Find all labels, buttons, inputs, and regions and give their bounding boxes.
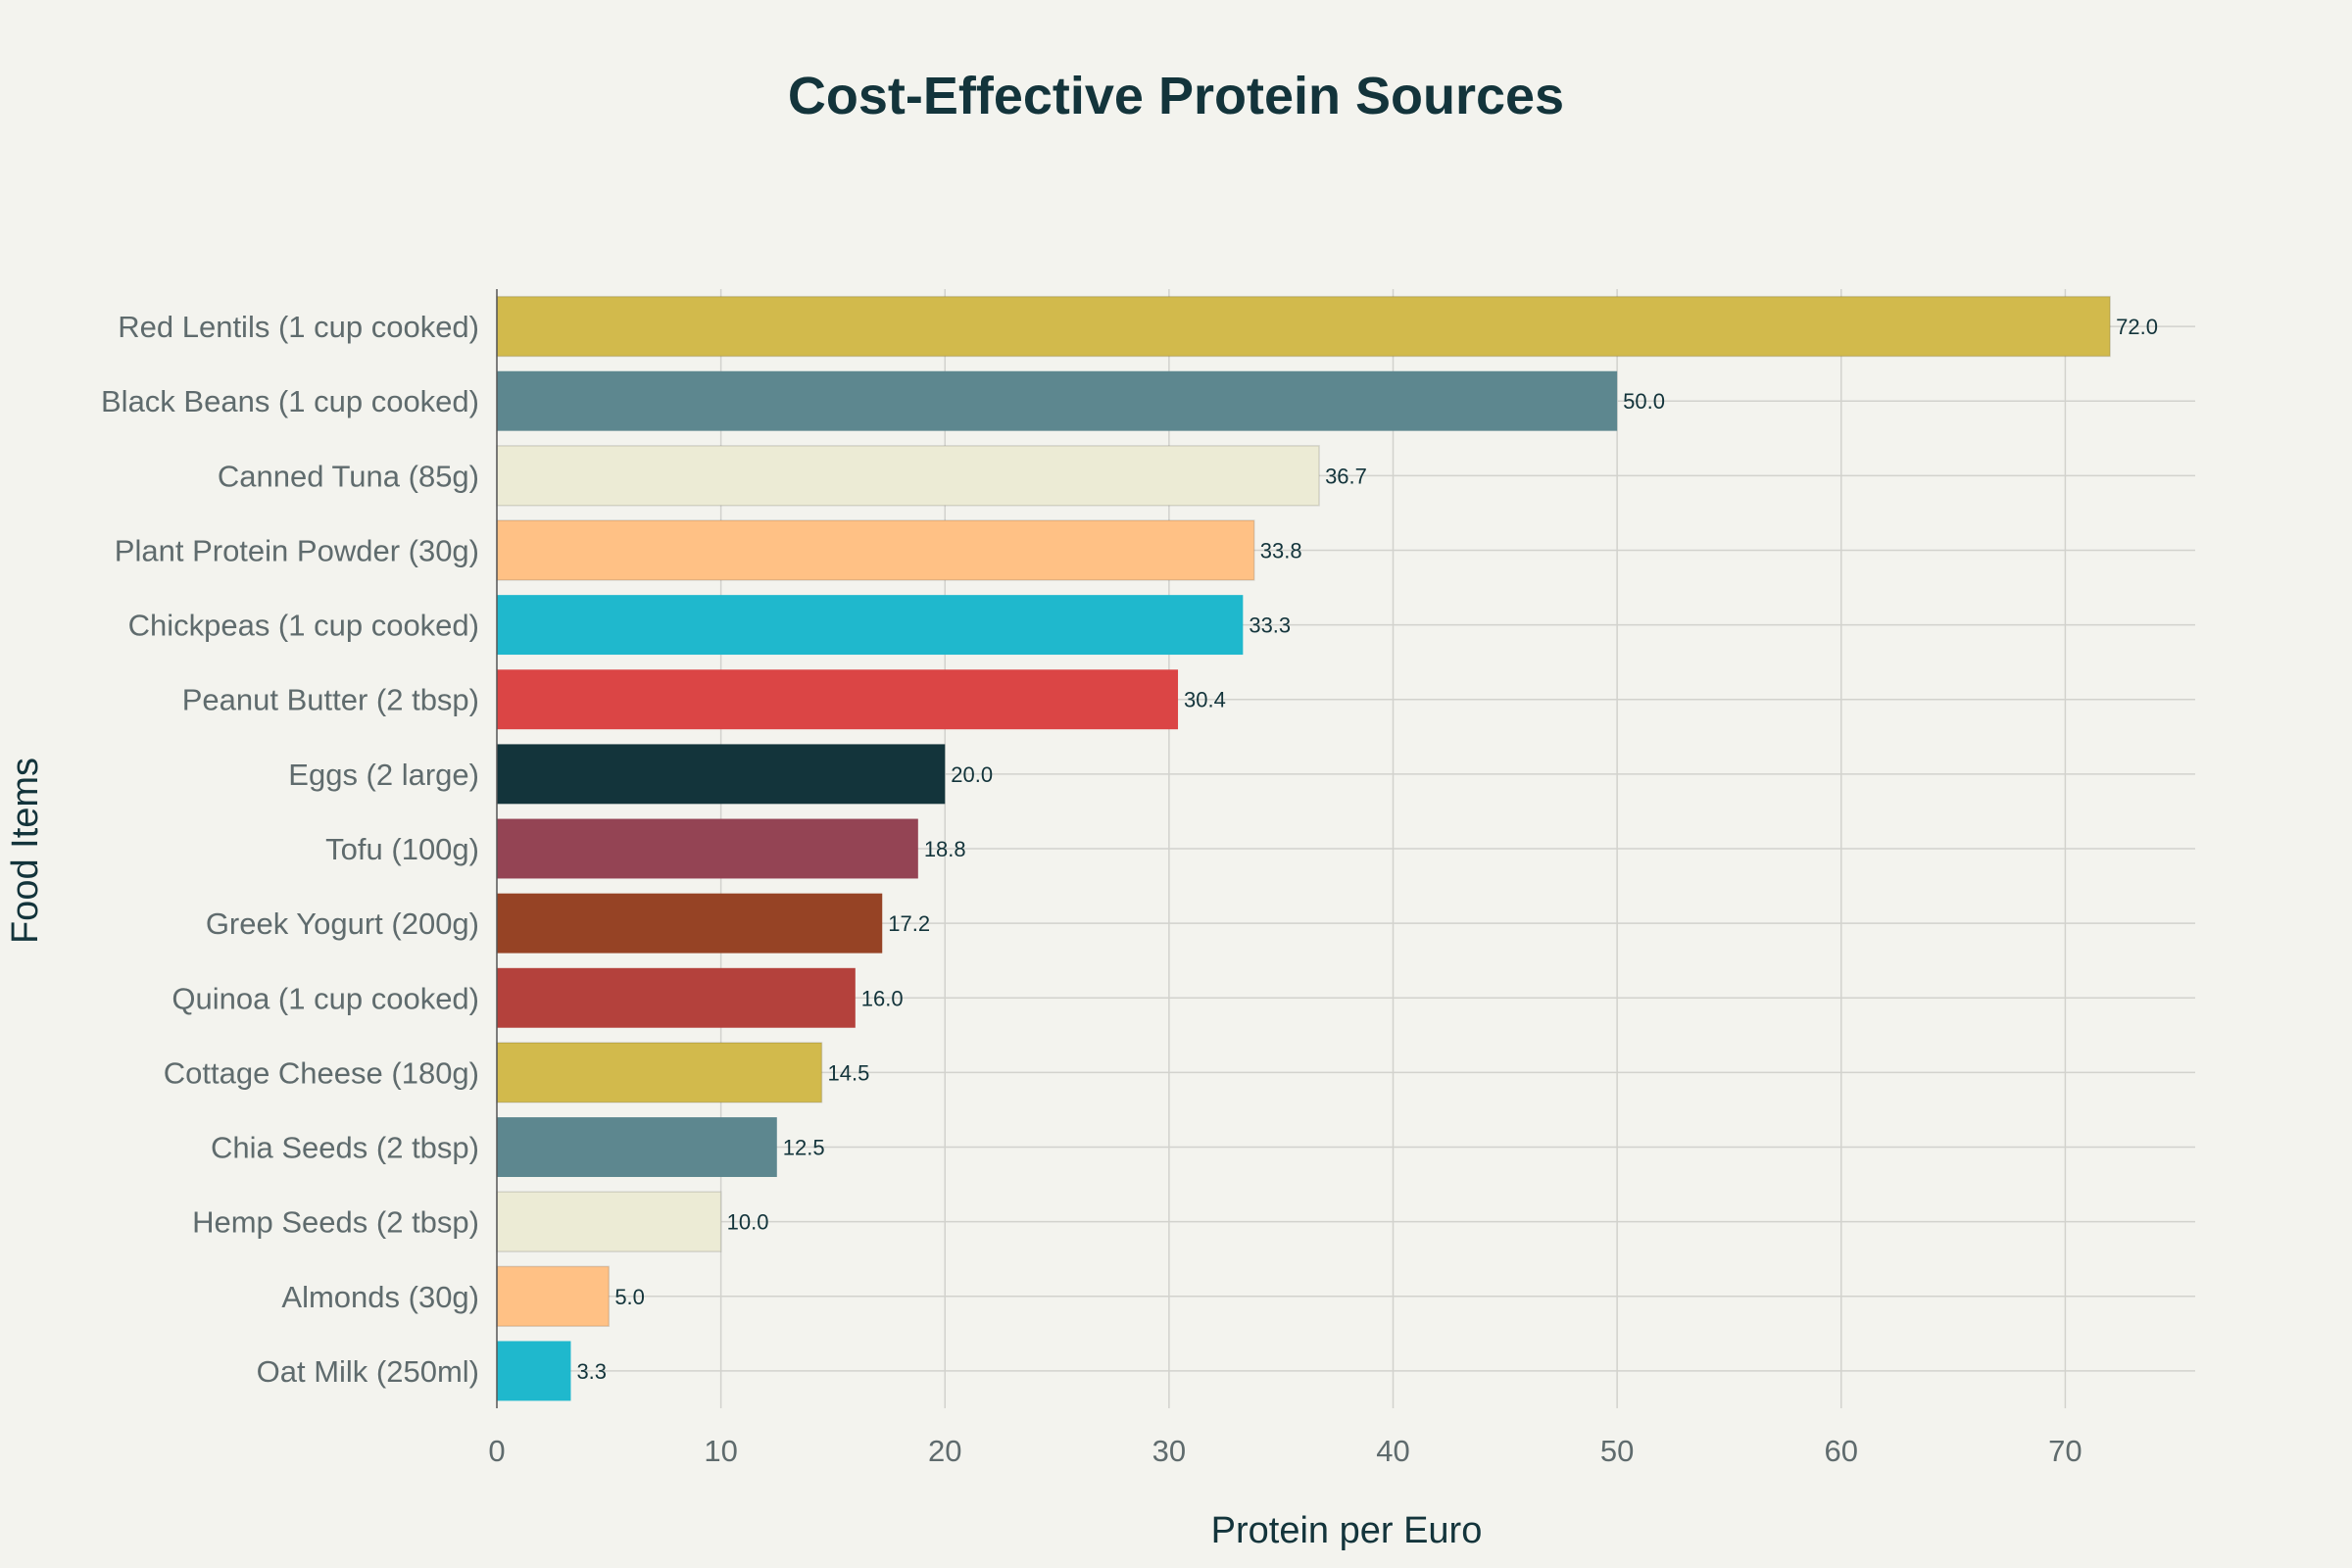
bar — [496, 1191, 722, 1252]
bar — [497, 893, 883, 954]
category-label: Black Beans (1 cup cooked) — [101, 384, 479, 418]
category-label: Oat Milk (250ml) — [257, 1354, 479, 1389]
x-tick-label: 60 — [1825, 1434, 1858, 1468]
data-label: 18.8 — [924, 837, 966, 861]
bar — [496, 445, 1320, 507]
x-tick-label: 10 — [704, 1434, 737, 1468]
data-label: 17.2 — [888, 911, 930, 936]
data-label: 5.0 — [614, 1285, 645, 1309]
data-labels: 72.0 50.0 36.7 33.8 33.3 30.4 20.0 18.8 17.2 16.0… — [576, 315, 2158, 1384]
category-label: Peanut Butter (2 tbsp) — [182, 683, 479, 717]
y-axis-title: Food Items — [5, 758, 46, 944]
data-label: 20.0 — [951, 762, 993, 787]
data-label: 14.5 — [828, 1060, 870, 1085]
category-label: Canned Tuna (85g) — [218, 459, 479, 493]
category-label: Cottage Cheese (180g) — [164, 1055, 479, 1090]
data-label: 16.0 — [861, 986, 904, 1010]
category-labels: Red Lentils (1 cup cooked) Black Beans (1… — [101, 310, 479, 1389]
category-label: Almonds (30g) — [281, 1280, 479, 1314]
category-label: Hemp Seeds (2 tbsp) — [192, 1205, 479, 1240]
category-label: Tofu (100g) — [325, 832, 479, 866]
category-label: Chia Seeds (2 tbsp) — [211, 1131, 479, 1165]
x-axis-title: Protein per Euro — [1211, 1510, 1483, 1551]
bar — [497, 1117, 777, 1177]
bar — [497, 370, 1618, 431]
x-tick-label: 0 — [488, 1434, 505, 1468]
data-label: 30.4 — [1184, 688, 1226, 712]
chart-title: Cost-Effective Protein Sources — [788, 67, 1564, 125]
bar — [497, 818, 918, 879]
category-label: Quinoa (1 cup cooked) — [172, 981, 479, 1015]
bar — [496, 295, 2111, 358]
data-label: 12.5 — [783, 1136, 825, 1160]
x-tick-label: 70 — [2048, 1434, 2082, 1468]
category-label: Red Lentils (1 cup cooked) — [118, 310, 479, 344]
bar — [497, 967, 856, 1028]
x-tick-label: 20 — [928, 1434, 961, 1468]
x-tick-label: 50 — [1600, 1434, 1634, 1468]
data-label: 50.0 — [1623, 389, 1665, 414]
bar — [497, 1341, 571, 1401]
bar — [497, 744, 946, 805]
category-label: Chickpeas (1 cup cooked) — [128, 609, 479, 643]
bar — [496, 1265, 611, 1328]
category-label: Greek Yogurt (200g) — [206, 906, 479, 941]
x-tick-label: 40 — [1376, 1434, 1409, 1468]
data-label: 33.3 — [1249, 613, 1291, 638]
x-tick-labels: 0 10 20 30 40 50 60 70 — [488, 1434, 2082, 1468]
bar — [497, 595, 1244, 656]
category-label: Plant Protein Powder (30g) — [115, 533, 479, 567]
bar — [496, 519, 1255, 581]
data-label: 3.3 — [576, 1359, 607, 1384]
bar — [497, 669, 1179, 730]
data-label: 72.0 — [2116, 315, 2158, 339]
data-label: 10.0 — [727, 1210, 769, 1235]
bar — [496, 1042, 823, 1103]
x-tick-label: 30 — [1152, 1434, 1186, 1468]
data-label: 36.7 — [1325, 464, 1367, 488]
data-label: 33.8 — [1260, 538, 1302, 563]
bars — [496, 295, 2111, 1401]
category-label: Eggs (2 large) — [288, 758, 479, 792]
